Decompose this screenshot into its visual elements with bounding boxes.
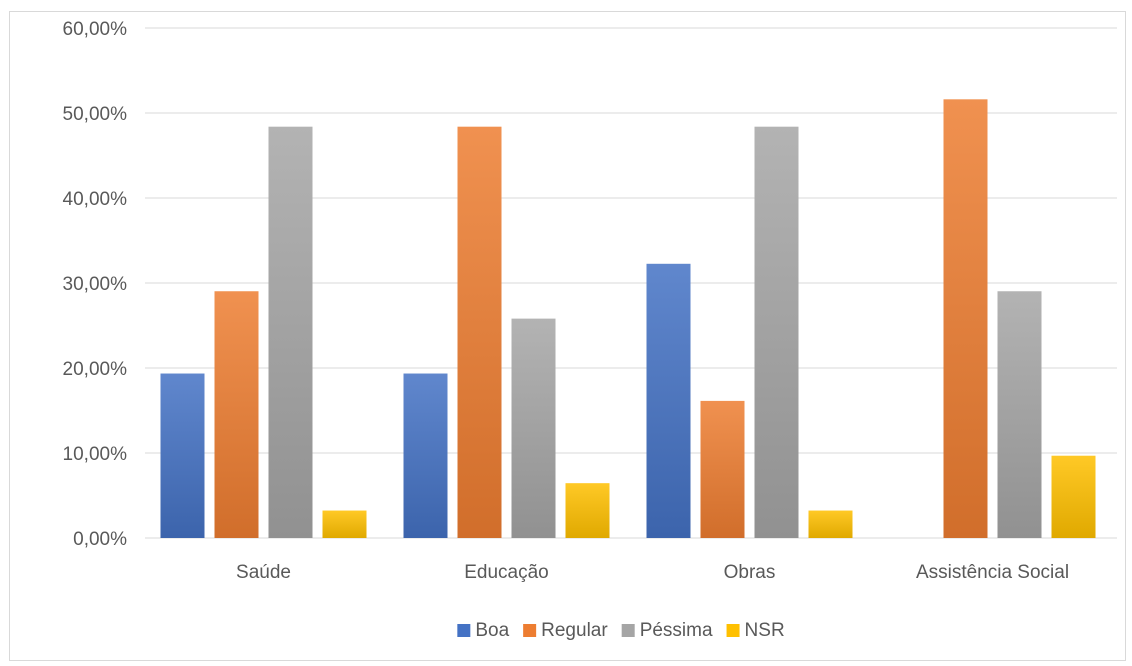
x-tick-label: Obras bbox=[724, 562, 776, 583]
legend-item-nsr: NSR bbox=[726, 620, 785, 641]
legend-label: NSR bbox=[745, 620, 785, 641]
x-tick-label: Saúde bbox=[236, 562, 291, 583]
y-tick-label: 20,00% bbox=[63, 359, 128, 380]
legend: Boa Regular Péssima NSR bbox=[457, 620, 785, 641]
chart-frame bbox=[9, 11, 1126, 661]
x-axis-tick-labels: Saúde Educação Obras Assistência Social bbox=[236, 562, 1069, 583]
y-tick-label: 50,00% bbox=[63, 104, 128, 125]
bar-saude-pessima bbox=[268, 126, 313, 538]
bar-educacao-nsr bbox=[565, 483, 610, 538]
y-tick-label: 10,00% bbox=[63, 444, 128, 465]
bar-educacao-regular bbox=[457, 126, 502, 538]
legend-item-regular: Regular bbox=[523, 620, 608, 641]
bar-assistencia-social-regular bbox=[943, 99, 988, 538]
bar-obras-pessima bbox=[754, 126, 799, 538]
legend-item-pessima: Péssima bbox=[621, 620, 713, 641]
bar-obras-regular bbox=[700, 400, 745, 538]
bar-saude-boa bbox=[160, 373, 205, 538]
legend-swatch bbox=[621, 624, 635, 637]
bar-obras-nsr bbox=[808, 510, 853, 538]
legend-label: Boa bbox=[475, 620, 509, 641]
bar-saude-nsr bbox=[322, 510, 367, 538]
legend-item-boa: Boa bbox=[457, 620, 510, 641]
legend-swatch bbox=[523, 624, 537, 637]
bar-saude-regular bbox=[214, 291, 259, 538]
y-tick-label: 40,00% bbox=[63, 189, 128, 210]
legend-swatch bbox=[457, 624, 471, 637]
bar-educacao-pessima bbox=[511, 318, 556, 538]
bar-educacao-boa bbox=[403, 373, 448, 538]
legend-label: Péssima bbox=[640, 620, 713, 641]
bar-obras-boa bbox=[646, 263, 691, 538]
x-tick-label: Educação bbox=[464, 562, 549, 583]
y-tick-label: 30,00% bbox=[63, 274, 128, 295]
x-tick-label: Assistência Social bbox=[916, 562, 1069, 583]
y-axis-tick-labels: 0,00% 10,00% 20,00% 30,00% 40,00% 50,00% 60,00… bbox=[63, 19, 128, 550]
bar-assistencia-social-pessima bbox=[997, 291, 1042, 538]
y-tick-label: 0,00% bbox=[73, 529, 127, 550]
legend-swatch bbox=[726, 624, 740, 637]
y-tick-label: 60,00% bbox=[63, 19, 128, 40]
legend-label: Regular bbox=[541, 620, 608, 641]
bars bbox=[160, 99, 1096, 538]
bar-assistencia-social-nsr bbox=[1051, 455, 1096, 538]
